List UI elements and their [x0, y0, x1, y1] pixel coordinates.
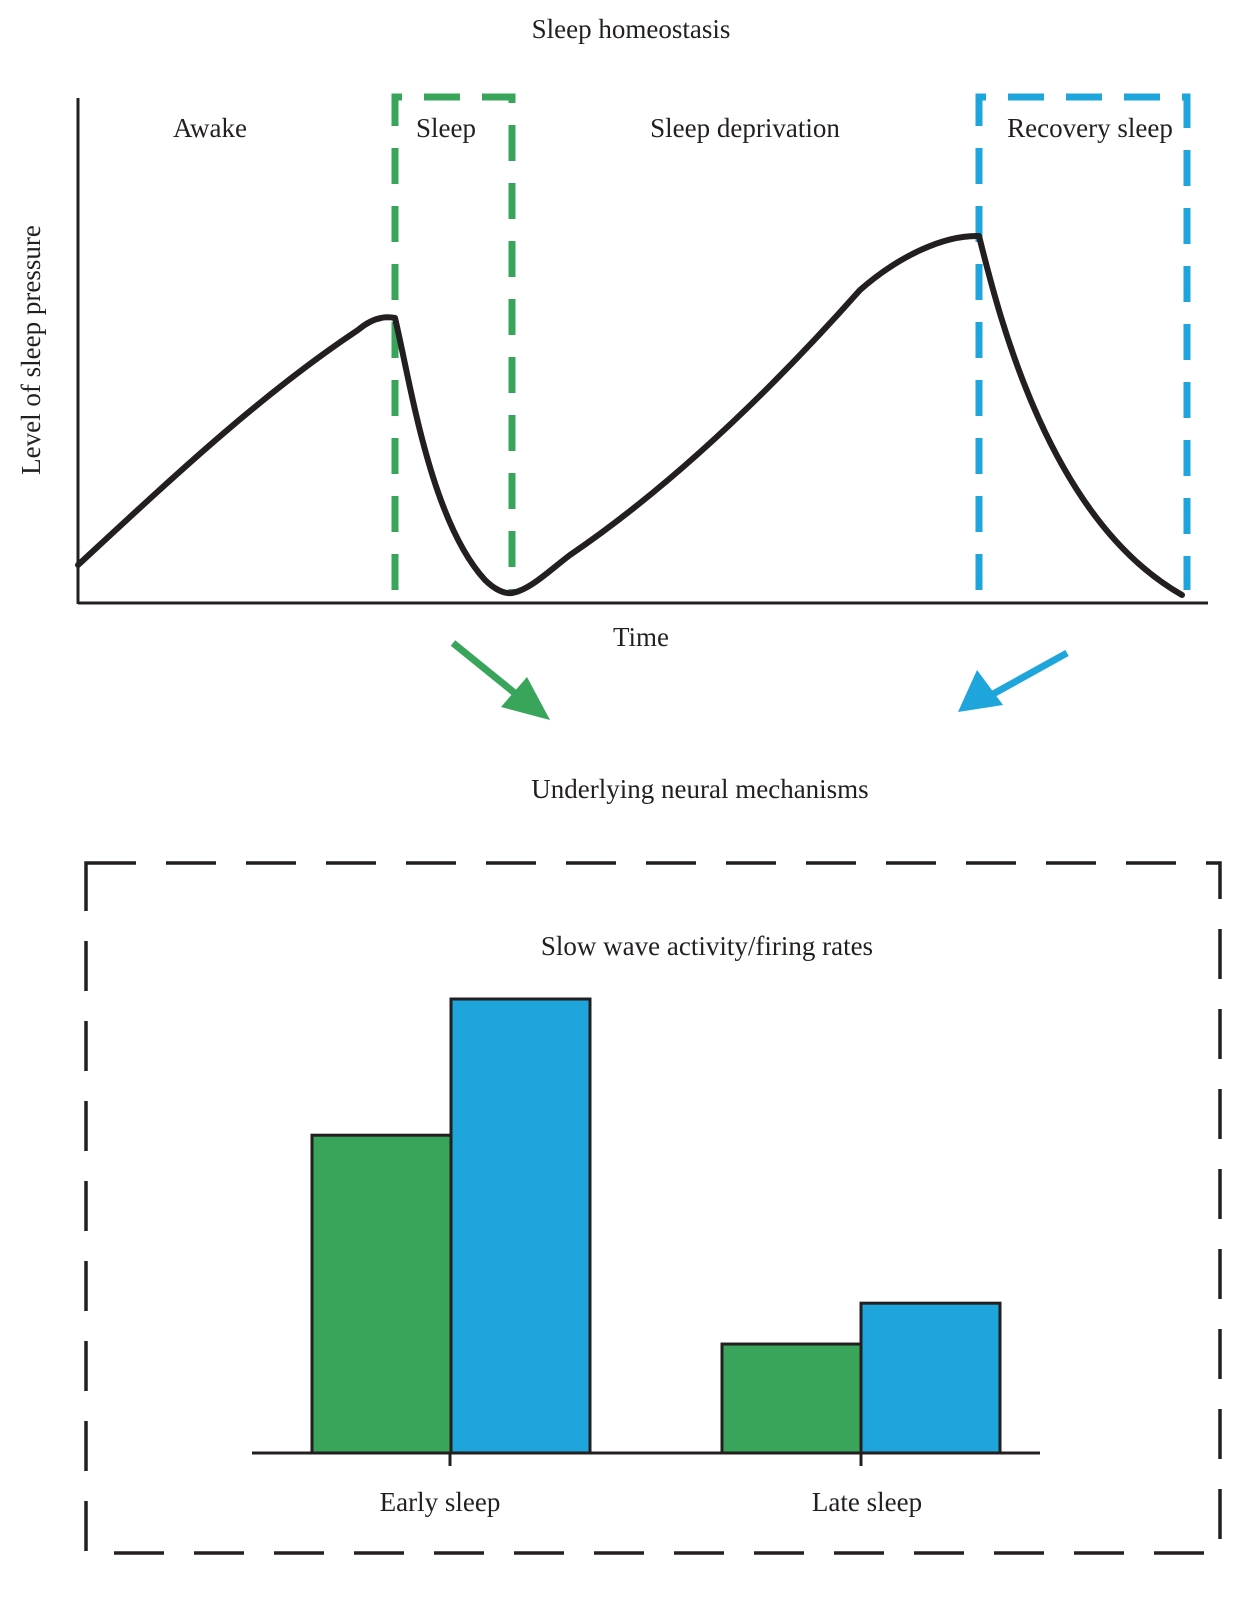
blue-arrow-icon — [958, 649, 1069, 712]
top-title: Sleep homeostasis — [532, 14, 731, 44]
bar-late-sleep-recovery — [859, 1301, 1002, 1455]
category-label-late-sleep: Late sleep — [812, 1487, 922, 1517]
x-axis-label: Time — [613, 622, 669, 652]
phase-label-recovery: Recovery sleep — [1007, 113, 1173, 143]
sleep-phase-box — [391, 93, 516, 590]
bar-late-sleep-sleep — [720, 1342, 863, 1455]
mechanisms-dashed-box — [84, 861, 1222, 1555]
recovery-phase-box — [975, 93, 1191, 590]
category-label-early-sleep: Early sleep — [380, 1487, 501, 1517]
phase-label-sleep: Sleep — [416, 113, 476, 143]
sleep-pressure-curve — [75, 232, 1185, 598]
bar-early-sleep-sleep — [310, 1133, 453, 1455]
mechanisms-title: Underlying neural mechanisms — [531, 774, 868, 804]
bar-group — [310, 997, 1002, 1455]
phase-label-awake: Awake — [173, 113, 247, 143]
phase-label-deprivation: Sleep deprivation — [650, 113, 840, 143]
chart-title: Slow wave activity/firing rates — [541, 931, 873, 961]
y-axis-label: Level of sleep pressure — [16, 225, 46, 475]
green-arrow-icon — [450, 640, 550, 720]
bar-early-sleep-recovery — [449, 997, 592, 1455]
